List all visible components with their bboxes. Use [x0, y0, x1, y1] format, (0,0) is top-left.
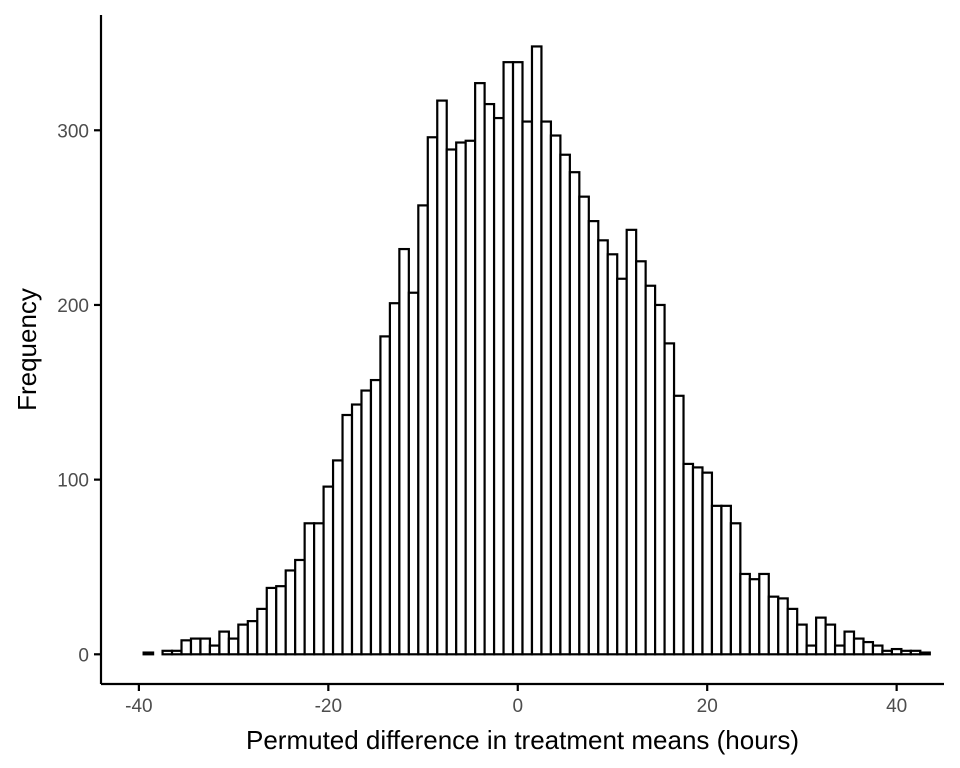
histogram-bar — [530, 45, 543, 656]
histogram-bar — [369, 378, 382, 656]
histogram-bar — [331, 459, 344, 656]
histogram-bar — [417, 204, 429, 656]
histogram-bar — [843, 630, 856, 656]
histogram-bar — [672, 394, 685, 656]
histogram-bar — [663, 342, 676, 656]
y-tick-label: 100 — [57, 471, 89, 492]
histogram-bar — [919, 651, 931, 656]
histogram-bar — [189, 637, 202, 656]
histogram-bar — [379, 335, 391, 656]
histogram-bar — [360, 389, 373, 656]
histogram-bar — [142, 651, 155, 656]
histogram-bar — [436, 99, 448, 656]
histogram-bar — [635, 260, 647, 656]
histogram-bar — [748, 578, 761, 656]
histogram-bar — [502, 61, 515, 656]
histogram-bar — [246, 620, 259, 656]
x-axis-title: Permuted difference in treatment means (… — [246, 725, 799, 755]
histogram-bar — [313, 522, 325, 656]
histogram-bar — [208, 644, 221, 656]
x-tick-label: 0 — [512, 696, 523, 717]
histogram-bar — [170, 649, 183, 656]
histogram-bar — [739, 572, 751, 656]
histogram-bar — [871, 644, 884, 656]
histogram-bar — [540, 120, 553, 656]
y-tick-label: 200 — [57, 296, 89, 317]
histogram-bar — [824, 623, 837, 656]
y-axis-title: Frequency — [12, 288, 42, 411]
histogram-bar — [559, 153, 571, 656]
histogram-bar — [284, 569, 297, 656]
histogram-bar — [833, 644, 846, 656]
histogram-bar — [587, 220, 600, 656]
histogram-bar — [464, 139, 477, 656]
y-tick-label: 300 — [57, 121, 89, 142]
histogram-bar — [218, 630, 230, 656]
histogram-bar — [521, 120, 534, 656]
histogram-bar — [625, 228, 638, 656]
x-tick-label: -20 — [315, 696, 342, 717]
histogram-bar — [767, 595, 780, 656]
histogram-bar — [900, 649, 912, 656]
histogram-bar — [852, 637, 865, 656]
histogram-bar — [654, 303, 666, 656]
histogram-bar — [578, 195, 590, 656]
histogram-bar — [492, 116, 505, 656]
histogram-bar — [549, 134, 562, 656]
histogram-bar — [710, 504, 723, 656]
histogram-bar — [644, 284, 657, 656]
histogram-bar — [682, 462, 695, 656]
histogram-bar — [796, 623, 808, 656]
x-tick-label: 40 — [886, 696, 907, 717]
x-tick-label: -40 — [125, 696, 152, 717]
histogram-bar — [407, 291, 420, 656]
histogram-bar — [294, 558, 306, 656]
histogram-bar — [445, 148, 458, 656]
histogram-bar — [909, 649, 922, 656]
histogram-bar — [227, 637, 240, 656]
histogram-bar — [341, 413, 354, 656]
histogram-bar — [568, 171, 581, 656]
histogram-bar — [777, 597, 789, 656]
histogram-bar — [616, 277, 628, 656]
histogram-bar — [398, 247, 410, 656]
histogram-bar — [862, 640, 875, 656]
histogram-bar — [237, 623, 249, 656]
histogram-bar — [805, 644, 818, 656]
y-tick-label: 0 — [78, 645, 89, 666]
histogram-bar — [455, 141, 467, 656]
histogram-bar — [388, 302, 401, 656]
histogram-bar — [256, 607, 268, 656]
histogram-bar — [815, 616, 827, 656]
histogram-bar — [350, 403, 363, 656]
histogram-bar — [606, 253, 619, 656]
histogram-bar — [786, 607, 799, 656]
histogram-bar — [199, 637, 212, 656]
histogram-bar — [597, 239, 609, 656]
histogram-bar — [890, 647, 903, 656]
y-axis-ticks: 0 100 200 300 — [57, 121, 101, 666]
histogram-bar — [483, 102, 496, 656]
x-tick-label: 20 — [697, 696, 718, 717]
histogram-bar — [474, 82, 486, 656]
histogram-bar — [180, 639, 193, 656]
histogram-bar — [881, 649, 894, 656]
x-axis-ticks: -40 -20 0 20 40 — [125, 684, 907, 717]
histogram-bar — [701, 471, 714, 656]
histogram-bar — [691, 466, 704, 656]
histogram-bar — [303, 522, 316, 656]
axes — [99, 15, 944, 686]
histogram-bar — [265, 586, 278, 656]
histogram-bar — [426, 136, 439, 656]
histogram-bar — [511, 61, 524, 656]
histogram-bar — [275, 585, 287, 656]
histogram-bar — [729, 522, 742, 656]
histogram-bar — [322, 485, 335, 656]
histogram-bars — [142, 45, 931, 656]
histogram-bar — [758, 572, 770, 656]
histogram-bar — [161, 649, 174, 656]
histogram-bar — [720, 504, 732, 656]
